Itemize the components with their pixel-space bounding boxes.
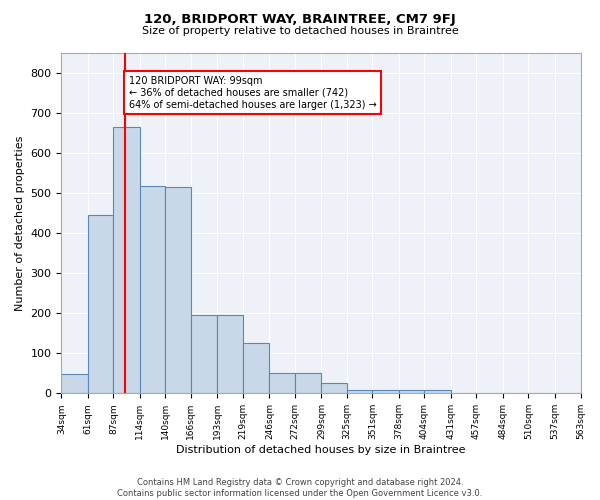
Bar xyxy=(191,315,217,394)
Text: 120, BRIDPORT WAY, BRAINTREE, CM7 9FJ: 120, BRIDPORT WAY, BRAINTREE, CM7 9FJ xyxy=(144,12,456,26)
Text: Contains HM Land Registry data © Crown copyright and database right 2024.
Contai: Contains HM Land Registry data © Crown c… xyxy=(118,478,482,498)
Bar xyxy=(373,390,399,394)
Bar xyxy=(140,186,166,394)
Bar xyxy=(424,390,451,394)
Bar xyxy=(399,390,424,394)
Bar xyxy=(243,343,269,394)
Text: 120 BRIDPORT WAY: 99sqm
← 36% of detached houses are smaller (742)
64% of semi-d: 120 BRIDPORT WAY: 99sqm ← 36% of detache… xyxy=(129,76,377,110)
Bar xyxy=(322,384,347,394)
Bar xyxy=(269,374,295,394)
Text: Size of property relative to detached houses in Braintree: Size of property relative to detached ho… xyxy=(142,26,458,36)
Bar xyxy=(113,128,140,394)
X-axis label: Distribution of detached houses by size in Braintree: Distribution of detached houses by size … xyxy=(176,445,466,455)
Bar xyxy=(88,214,113,394)
Bar xyxy=(166,187,191,394)
Bar xyxy=(61,374,88,394)
Bar xyxy=(295,374,322,394)
Y-axis label: Number of detached properties: Number of detached properties xyxy=(15,135,25,310)
Bar xyxy=(217,315,243,394)
Bar xyxy=(347,390,373,394)
